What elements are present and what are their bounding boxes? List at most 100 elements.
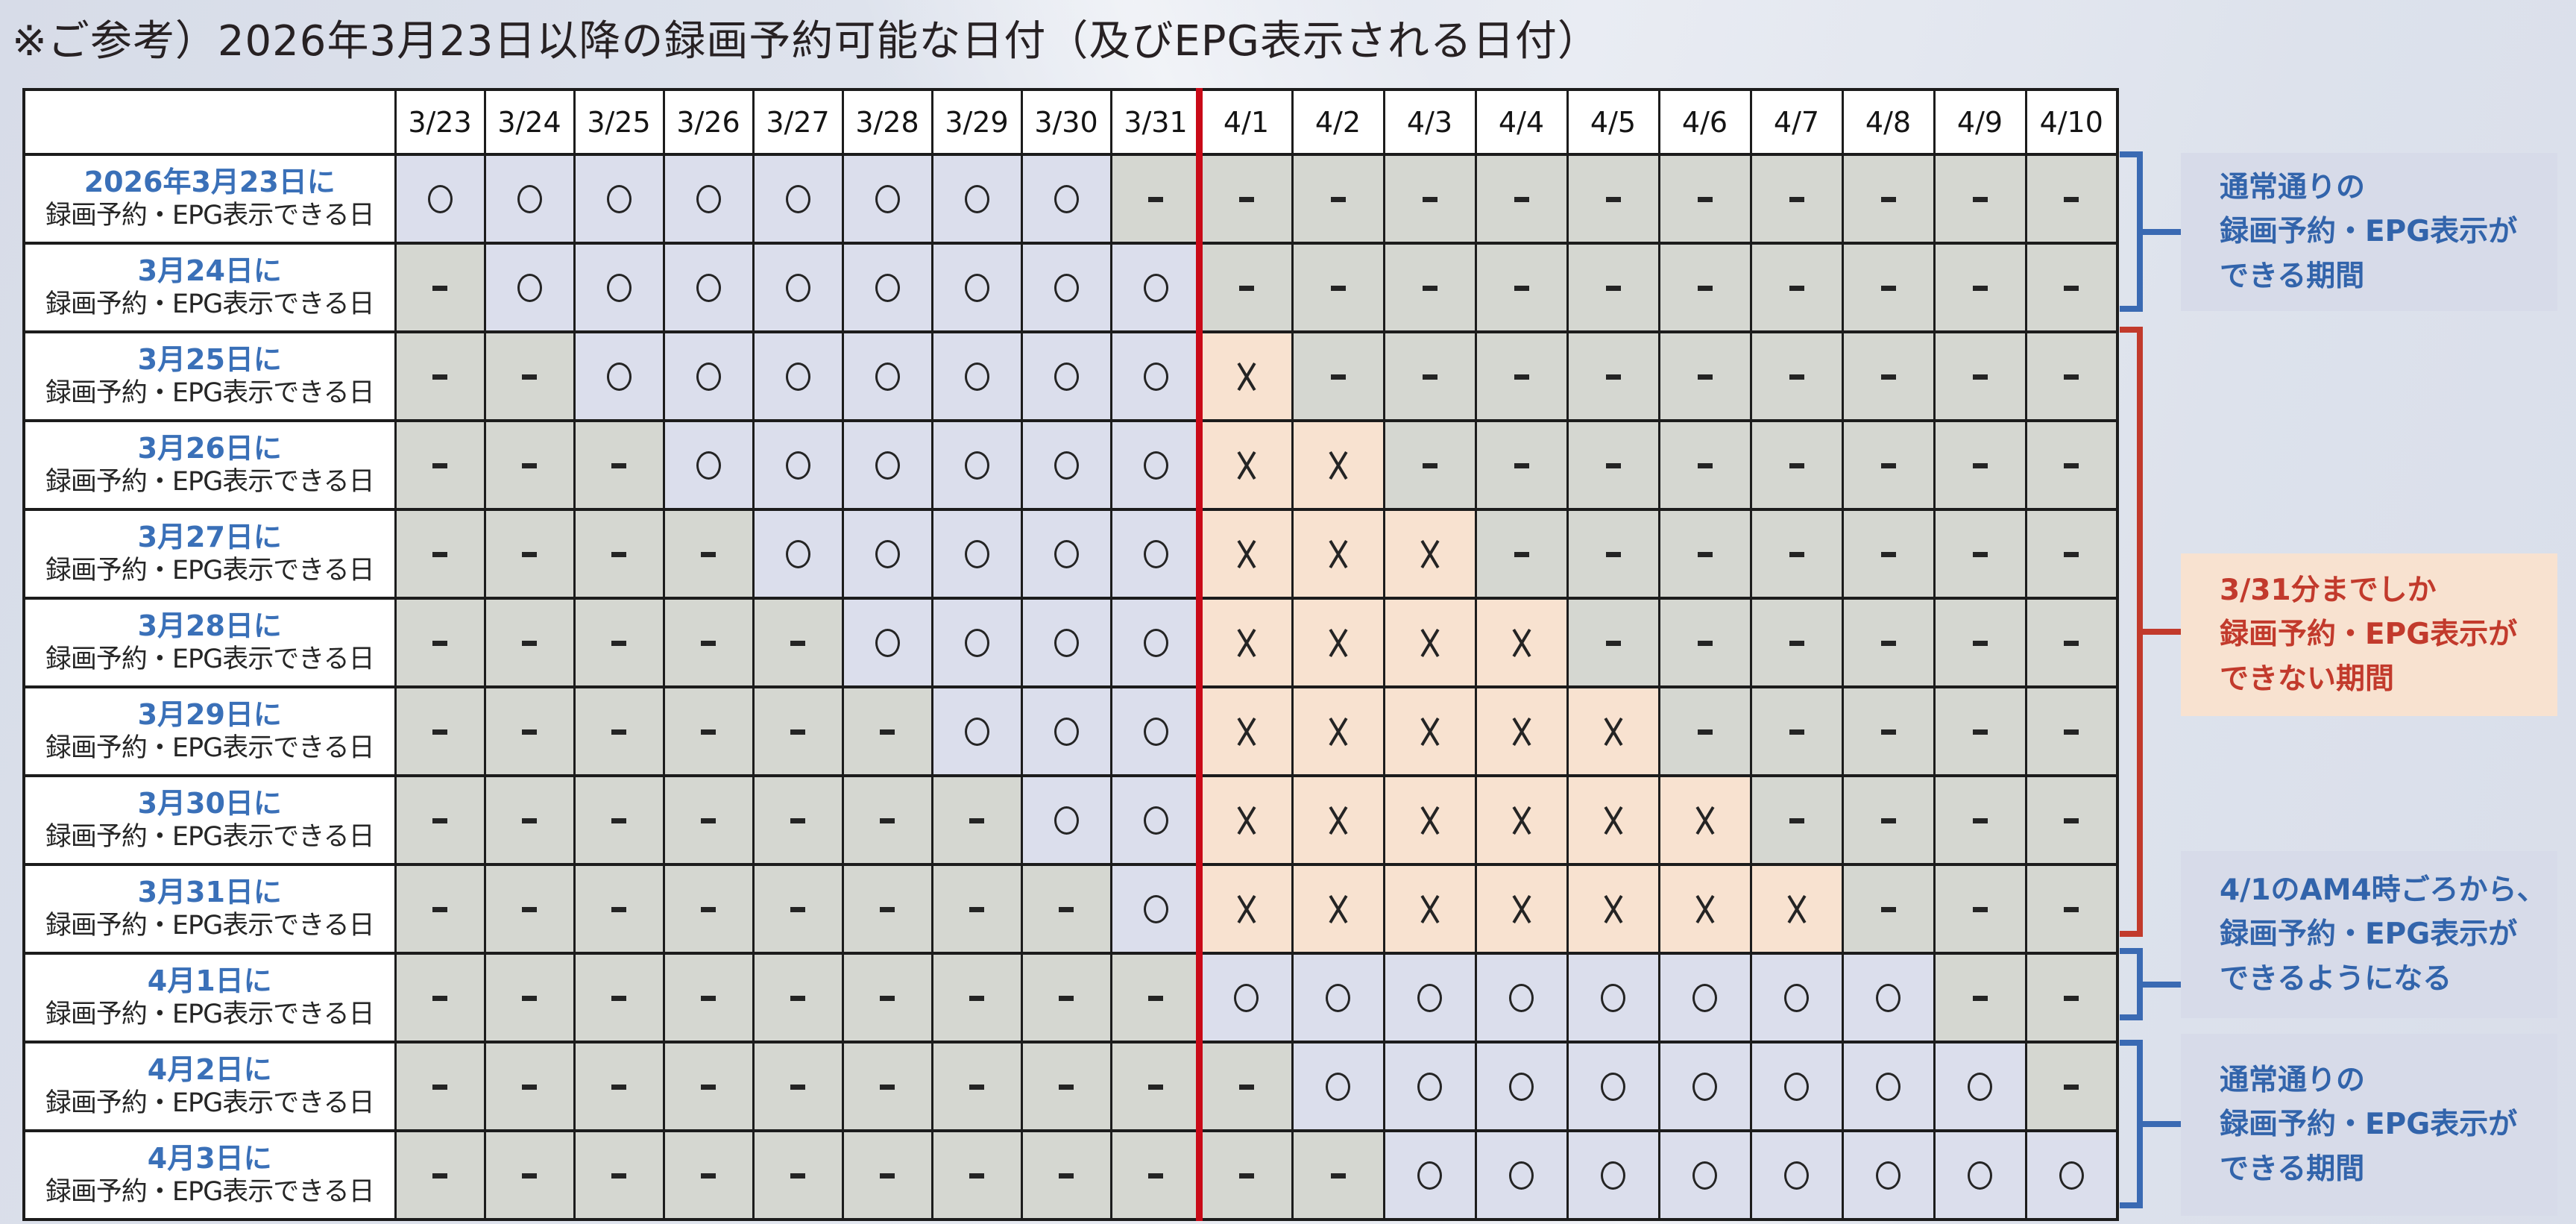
date-header: 3/28 (841, 88, 933, 156)
table-cell (1199, 774, 1294, 866)
table-cell (752, 508, 844, 600)
dash-mark (2064, 1085, 2079, 1090)
row-label: 3月25日に 録画予約・EPG表示できる日 (22, 330, 397, 422)
dash-mark (1972, 818, 1988, 823)
circle-mark (1692, 1072, 1717, 1101)
table-cell (394, 330, 486, 422)
dash-mark (701, 1173, 716, 1179)
annotation-line: 録画予約・EPG表示が (2220, 618, 2518, 652)
table-cell (2024, 685, 2119, 777)
annotation-line: できる期間 (2220, 1152, 2365, 1186)
dash-mark (1697, 286, 1713, 291)
table-cell (1474, 330, 1569, 422)
table-cell (1020, 242, 1112, 333)
table-cell (1291, 1129, 1385, 1221)
table-cell (1020, 774, 1112, 866)
dash-mark (1605, 552, 1621, 557)
table-row: 3月24日に 録画予約・EPG表示できる日 (22, 242, 2119, 333)
dash-mark (1880, 286, 1896, 291)
table-cell (1749, 774, 1844, 866)
dash-mark (1972, 463, 1988, 468)
table-cell (1109, 330, 1202, 422)
table-cell (841, 1129, 933, 1221)
table-cell (841, 153, 933, 245)
dash-mark (432, 374, 447, 380)
circle-mark (1876, 1072, 1900, 1101)
table-cell (1291, 774, 1385, 866)
circle-mark (1326, 983, 1350, 1012)
dash-mark (611, 552, 626, 557)
dash-mark (1605, 374, 1621, 380)
table-cell (1199, 685, 1294, 777)
table-cell (1382, 153, 1477, 245)
dash-mark (1880, 463, 1896, 468)
circle-mark (1509, 1161, 1534, 1190)
table-cell (1933, 685, 2027, 777)
circle-mark (427, 184, 453, 213)
circle-mark (964, 628, 989, 657)
table-cell (1020, 508, 1112, 600)
table-cell (1841, 1129, 1936, 1221)
table-cell (483, 419, 576, 511)
table-cell (752, 242, 844, 333)
table-cell (1933, 952, 2027, 1043)
cross-mark (1237, 894, 1256, 924)
dash-mark (2064, 552, 2079, 557)
table-cell (662, 242, 755, 333)
table-cell (752, 330, 844, 422)
bracket-spine (2137, 948, 2143, 1020)
table-cell (1020, 153, 1112, 245)
circle-mark (785, 451, 810, 480)
circle-mark (1968, 1072, 1992, 1101)
dash-mark (969, 1085, 984, 1090)
table-cell (1933, 330, 2027, 422)
table-cell (573, 508, 665, 600)
cross-mark (1420, 717, 1440, 747)
table-cell (1109, 597, 1202, 688)
table-cell (1933, 774, 2027, 866)
table-cell (1657, 242, 1752, 333)
date-header: 4/8 (1841, 88, 1936, 156)
table-cell (1657, 863, 1752, 955)
table-cell (1109, 1129, 1202, 1221)
table-cell (1291, 419, 1385, 511)
dash-mark (1148, 197, 1163, 202)
circle-mark (964, 451, 989, 480)
dash-mark (701, 818, 716, 823)
table-cell (930, 952, 1023, 1043)
circle-mark (785, 362, 810, 391)
table-cell (752, 1129, 844, 1221)
table-cell (662, 153, 755, 245)
dash-mark (432, 818, 447, 823)
dash-mark (1880, 729, 1896, 735)
table-cell (483, 597, 576, 688)
dash-mark (1238, 197, 1254, 202)
dash-mark (611, 818, 626, 823)
table-row: 3月29日に 録画予約・EPG表示できる日 (22, 685, 2119, 777)
dash-mark (1697, 641, 1713, 646)
table-cell (1382, 242, 1477, 333)
table-cell (1291, 597, 1385, 688)
dash-mark (1330, 374, 1346, 380)
table-cell (573, 952, 665, 1043)
cross-mark (1329, 451, 1348, 480)
table-cell (1657, 952, 1752, 1043)
table-cell (662, 419, 755, 511)
row-label: 3月31日に 録画予約・EPG表示できる日 (22, 863, 397, 955)
table-cell (1382, 685, 1477, 777)
table-cell (752, 153, 844, 245)
circle-mark (1692, 1161, 1717, 1190)
table-cell (1749, 1041, 1844, 1132)
dash-mark (1330, 286, 1346, 291)
table-cell (1841, 952, 1936, 1043)
dash-mark (880, 1173, 895, 1179)
table-cell (1199, 863, 1294, 955)
table-cell (483, 863, 576, 955)
table-cell (1020, 419, 1112, 511)
bracket-resume (2120, 948, 2181, 1020)
dash-mark (2064, 641, 2079, 646)
dash-mark (1789, 374, 1804, 380)
table-cell (1199, 153, 1294, 245)
row-label-text: 録画予約・EPG表示できる日 (45, 1088, 375, 1119)
table-cell (1749, 419, 1844, 511)
